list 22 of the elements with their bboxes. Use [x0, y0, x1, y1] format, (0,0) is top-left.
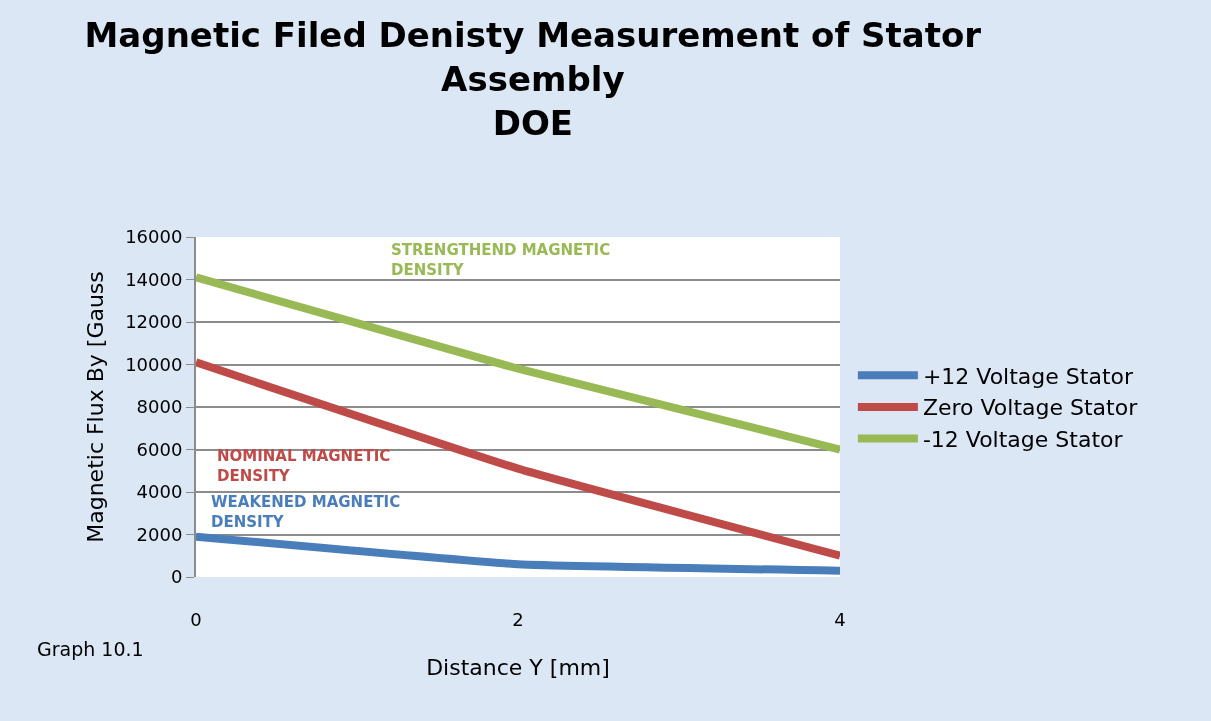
- y-tick-label: 12000: [125, 311, 183, 333]
- y-tick-label: 14000: [125, 268, 183, 290]
- y-tick-label: 6000: [136, 438, 183, 460]
- y-tick-label: 0: [170, 566, 183, 588]
- x-tick-label: 2: [512, 609, 524, 630]
- legend-label: -12 Voltage Stator: [922, 427, 1124, 453]
- annotation: NOMINAL MAGNETIC DENSITY: [217, 447, 391, 485]
- y-tick-label: 10000: [125, 353, 183, 375]
- chart-title: Magnetic Filed Denisty Measurement of Stator Assembly DOE: [84, 14, 982, 144]
- y-tick-label: 2000: [136, 523, 183, 545]
- legend-label: +12 Voltage Stator: [922, 363, 1134, 389]
- x-tick-label: 0: [190, 609, 202, 630]
- x-tick-label: 4: [834, 609, 846, 630]
- legend-label: Zero Voltage Stator: [922, 395, 1139, 421]
- y-tick-label: 8000: [136, 396, 183, 418]
- y-tick-label: 16000: [125, 226, 183, 248]
- x-axis-title: Distance Y [mm]: [426, 654, 610, 680]
- annotation: STRENGTHEND MAGNETIC DENSITY: [391, 241, 611, 279]
- y-axis-title: Magnetic Flux By [Gauss: [83, 271, 109, 543]
- caption: Graph 10.1: [37, 638, 144, 660]
- annotation: WEAKENED MAGNETIC DENSITY: [211, 493, 401, 531]
- y-tick-label: 4000: [136, 481, 183, 503]
